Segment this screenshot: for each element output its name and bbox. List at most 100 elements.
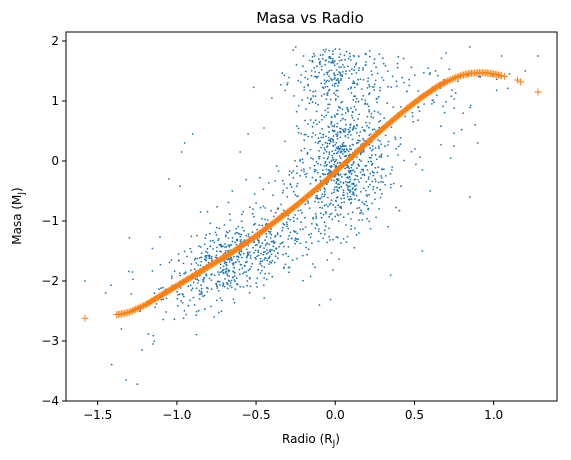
data-point — [312, 121, 315, 124]
data-point — [346, 181, 349, 184]
data-point — [195, 314, 198, 317]
data-point — [358, 134, 361, 137]
data-point — [312, 263, 314, 265]
data-point — [332, 141, 335, 143]
data-point — [309, 236, 312, 239]
data-point — [457, 80, 459, 83]
data-point — [361, 173, 364, 176]
data-point — [292, 190, 295, 193]
data-point — [311, 222, 313, 225]
data-point — [362, 94, 365, 97]
data-point — [342, 189, 345, 192]
data-point — [384, 64, 387, 67]
data-point — [314, 133, 317, 136]
data-point — [110, 363, 113, 366]
data-point — [344, 145, 347, 148]
data-point — [351, 138, 354, 141]
data-point — [310, 232, 313, 235]
data-point — [234, 232, 237, 235]
data-point — [260, 265, 263, 267]
fit-point — [498, 72, 506, 80]
data-point — [294, 214, 297, 216]
data-point — [433, 101, 435, 103]
data-point — [341, 113, 344, 116]
data-point — [379, 113, 382, 115]
data-point — [280, 242, 283, 244]
data-point — [315, 197, 317, 199]
data-point — [200, 252, 203, 255]
data-point — [327, 136, 330, 139]
data-point — [364, 52, 367, 55]
data-point — [368, 122, 371, 124]
data-point — [342, 216, 345, 219]
data-point — [326, 145, 329, 147]
data-point — [257, 249, 259, 252]
data-point — [259, 263, 262, 265]
data-point — [400, 106, 402, 108]
data-point — [333, 85, 336, 88]
data-point — [349, 134, 352, 136]
data-point — [136, 383, 139, 386]
data-point — [336, 189, 339, 192]
data-point — [254, 244, 257, 247]
data-point — [349, 198, 351, 201]
data-point — [329, 298, 332, 301]
data-point — [200, 291, 203, 294]
data-point — [217, 238, 220, 240]
data-point — [453, 98, 455, 100]
data-point — [312, 132, 314, 134]
data-point — [396, 62, 399, 65]
data-point — [372, 188, 374, 191]
data-point — [321, 118, 323, 121]
data-point — [193, 304, 196, 306]
data-point — [247, 253, 250, 256]
data-point — [338, 187, 341, 189]
data-point — [365, 189, 367, 192]
data-point — [410, 66, 413, 69]
data-point — [225, 270, 227, 273]
data-point — [297, 127, 300, 130]
data-point — [327, 103, 329, 106]
data-point — [210, 279, 213, 281]
data-point — [277, 207, 280, 210]
data-point — [378, 208, 380, 210]
data-point — [340, 66, 342, 68]
data-point — [337, 82, 340, 85]
data-point — [266, 259, 269, 262]
data-point — [229, 219, 232, 222]
data-point — [152, 334, 155, 337]
data-point — [229, 257, 232, 260]
data-point — [258, 176, 261, 179]
data-point — [331, 156, 334, 159]
data-point — [355, 62, 358, 64]
data-point — [347, 109, 350, 111]
data-point — [337, 85, 339, 87]
data-point — [217, 311, 220, 314]
data-point — [308, 59, 311, 62]
data-point — [366, 217, 368, 220]
data-point — [330, 137, 332, 140]
data-point — [453, 132, 455, 135]
data-point — [355, 184, 358, 187]
data-point — [302, 279, 304, 282]
data-point — [329, 139, 331, 142]
data-point — [302, 161, 304, 164]
data-point — [342, 153, 344, 155]
data-point — [333, 125, 335, 128]
data-point — [251, 231, 254, 234]
data-point — [366, 169, 369, 171]
data-point — [228, 258, 231, 261]
data-point — [306, 78, 309, 80]
data-point — [343, 173, 346, 176]
data-point — [335, 146, 338, 149]
data-point — [411, 111, 414, 114]
data-point — [314, 90, 317, 92]
data-point — [374, 178, 377, 181]
data-point — [279, 235, 282, 238]
data-point — [228, 261, 231, 263]
data-point — [339, 173, 342, 176]
y-tick-label: −3 — [41, 334, 59, 348]
data-point — [186, 255, 188, 258]
data-point — [256, 228, 258, 231]
data-point — [377, 95, 380, 98]
